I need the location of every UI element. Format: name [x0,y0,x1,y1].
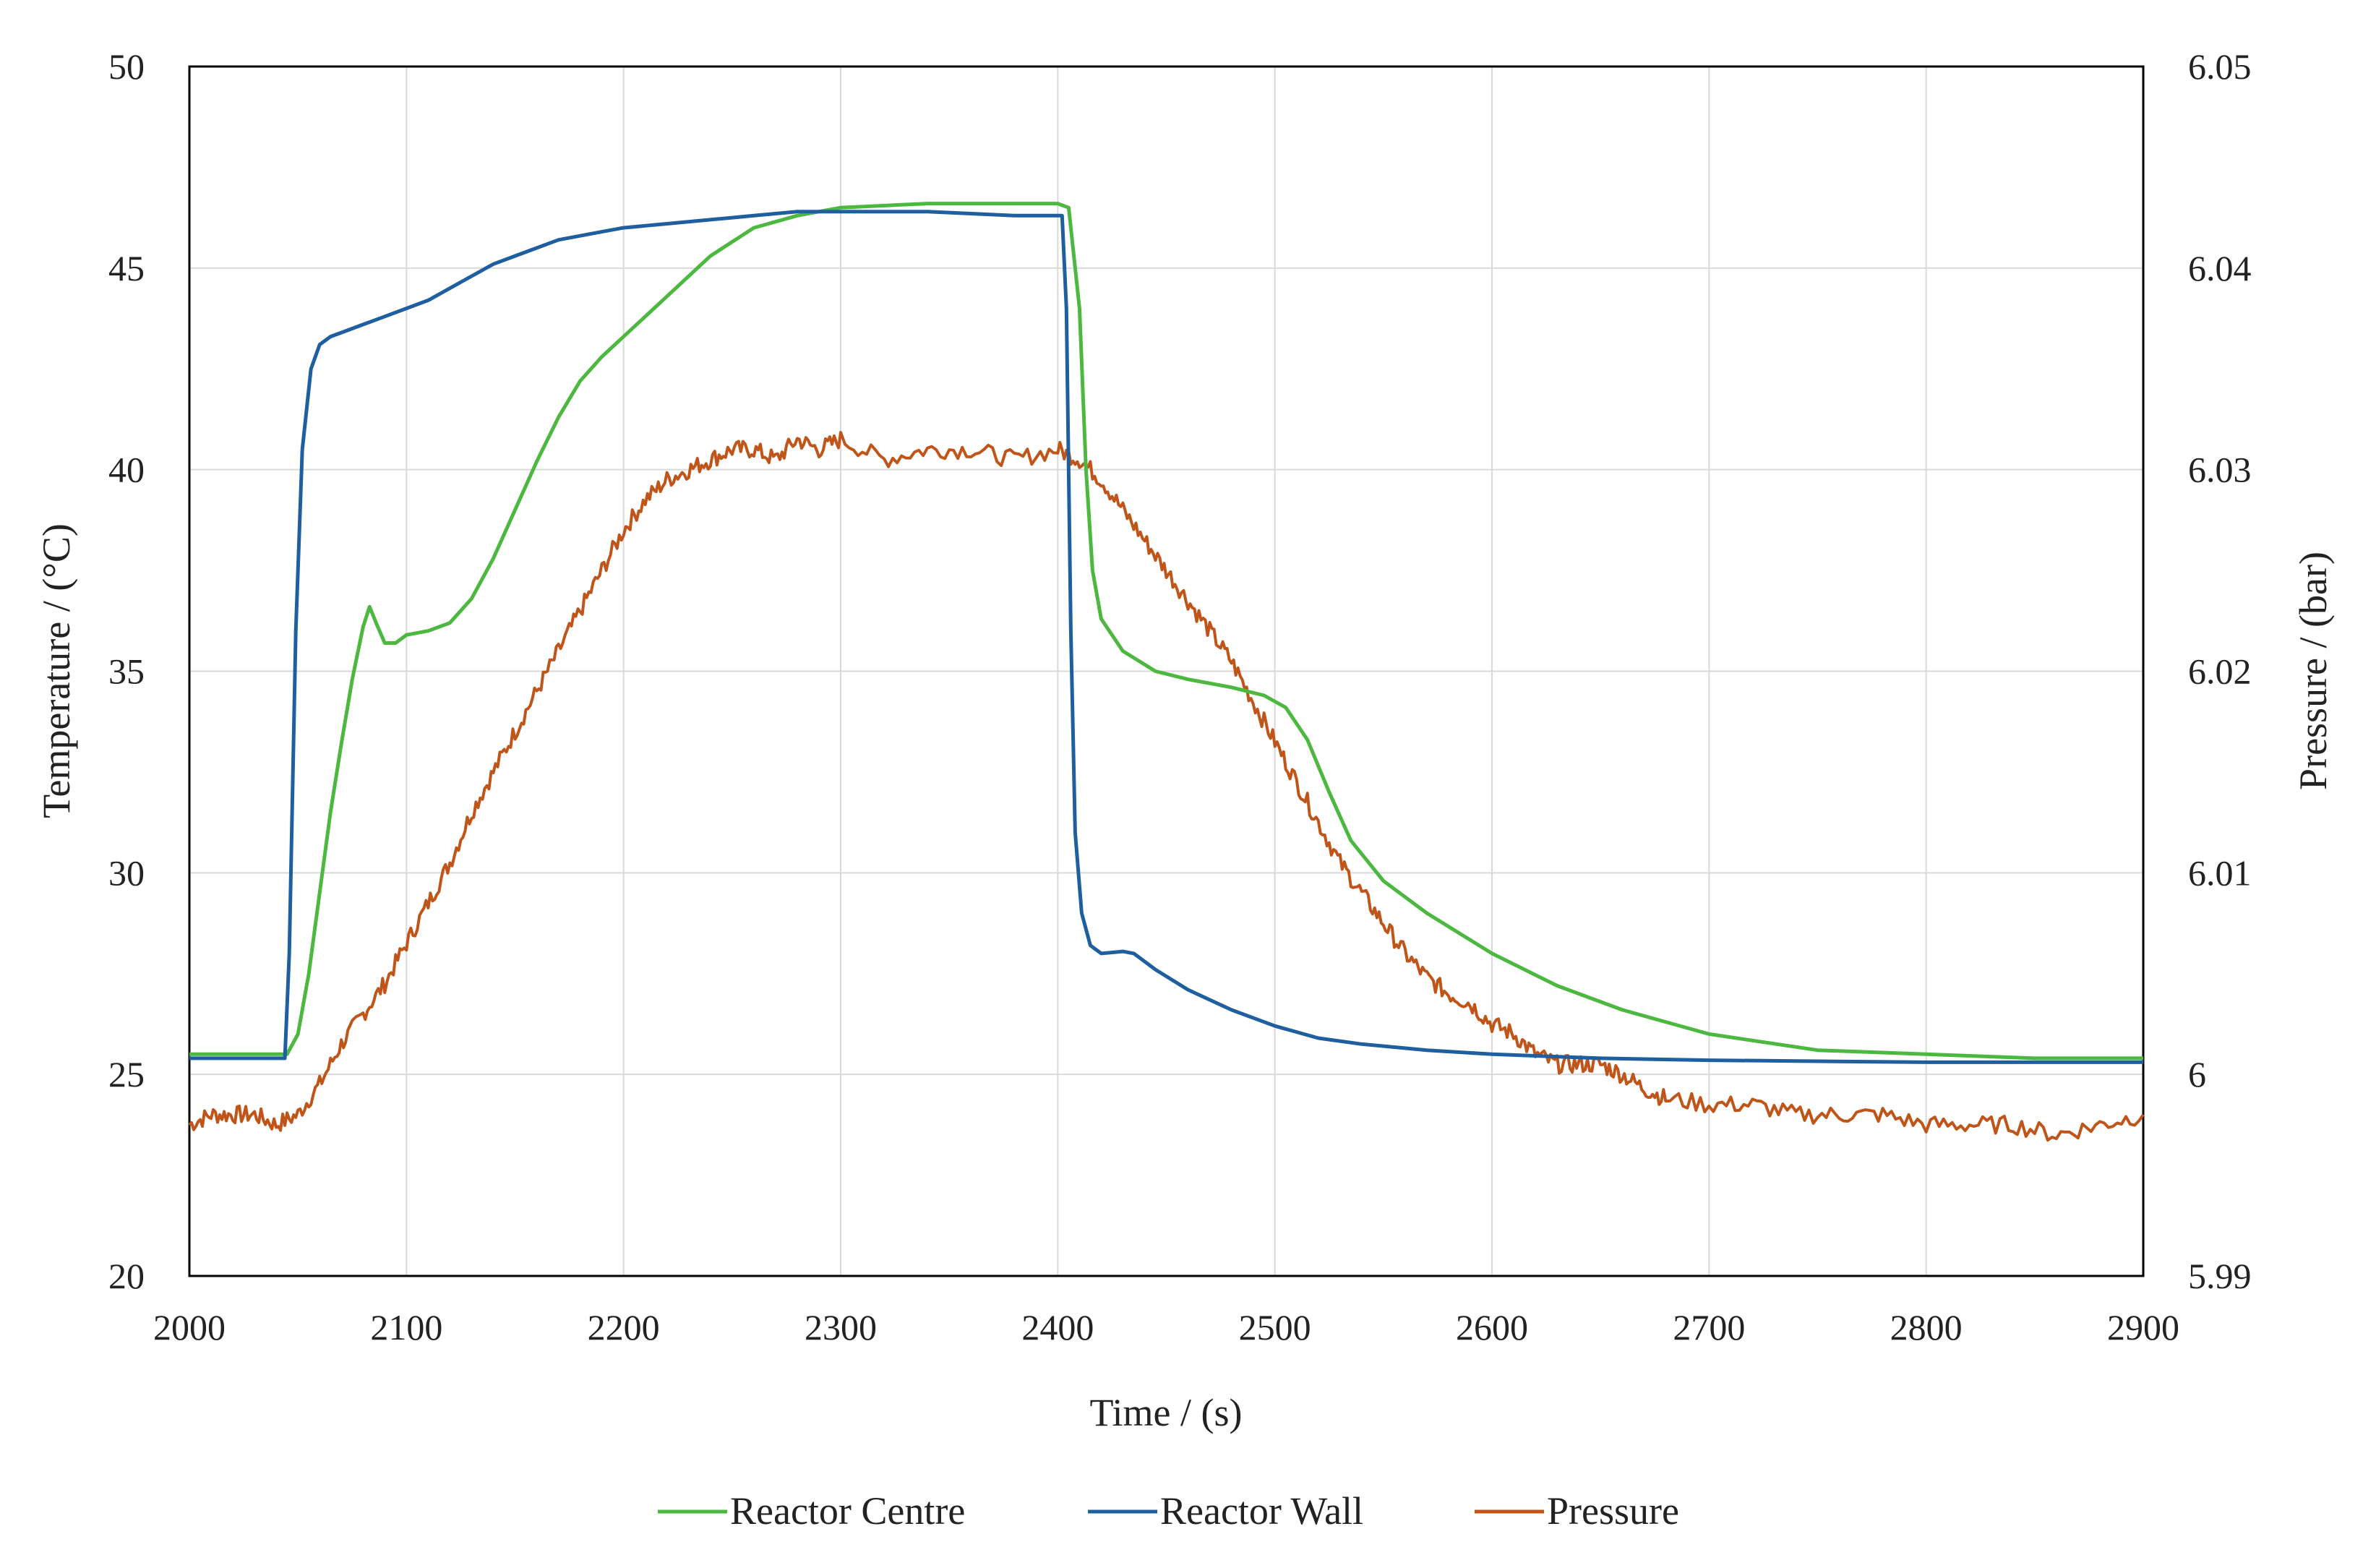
y-tick-label: 50 [108,46,145,87]
y-tick-label: 40 [108,450,145,490]
horizontal-gridlines [189,267,2143,1076]
y-tick-label: 25 [108,1054,145,1094]
y2-tick-label: 6.01 [2188,852,2252,893]
y2-tick-label: 6.03 [2188,450,2252,490]
plot-area-frame [188,65,2145,1277]
x-tick-label: 2500 [1239,1307,1311,1348]
x-axis-title: Time / (s) [1089,1391,1242,1434]
y2-tick-label: 6 [2188,1054,2206,1094]
y-tick-label: 30 [108,852,145,893]
series-layer [188,202,2145,1142]
y2-axis-title: Pressure / (bar) [2291,552,2335,790]
x-tick-label: 2800 [1890,1307,1963,1348]
y-axis-title: Temperature / (°C) [35,523,78,818]
x-tick-label: 2700 [1673,1307,1745,1348]
series-line-pressure [188,431,2145,1142]
series-line-reactor-wall [189,210,2143,1064]
y-axis-tick-labels: 20 25 30 35 40 45 50 [108,46,145,1296]
legend-label: Reactor Wall [1160,1489,1363,1533]
x-tick-label: 2200 [588,1307,660,1348]
y2-tick-label: 6.04 [2188,248,2252,288]
legend-label: Pressure [1547,1489,1679,1533]
y2-axis-tick-labels: 5.99 6 6.01 6.02 6.03 6.04 6.05 [2188,46,2252,1296]
x-tick-label: 2600 [1456,1307,1528,1348]
series-line-reactor-centre [189,202,2143,1061]
y-tick-label: 20 [108,1256,145,1296]
legend: Reactor Centre Reactor Wall Pressure [658,1489,1679,1533]
x-tick-label: 2100 [370,1307,442,1348]
y2-tick-label: 5.99 [2188,1256,2252,1296]
x-tick-label: 2300 [805,1307,877,1348]
y2-tick-label: 6.02 [2188,651,2252,692]
x-tick-label: 2900 [2107,1307,2179,1348]
legend-label: Reactor Centre [730,1489,965,1533]
y2-tick-label: 6.05 [2188,46,2252,87]
y-tick-label: 35 [108,651,145,692]
x-tick-label: 2000 [153,1307,226,1348]
x-axis-tick-labels: 2000 2100 2200 2300 2400 2500 2600 2700 2800 2900 [153,1307,2179,1348]
y-tick-label: 45 [108,248,145,288]
x-tick-label: 2400 [1021,1307,1094,1348]
